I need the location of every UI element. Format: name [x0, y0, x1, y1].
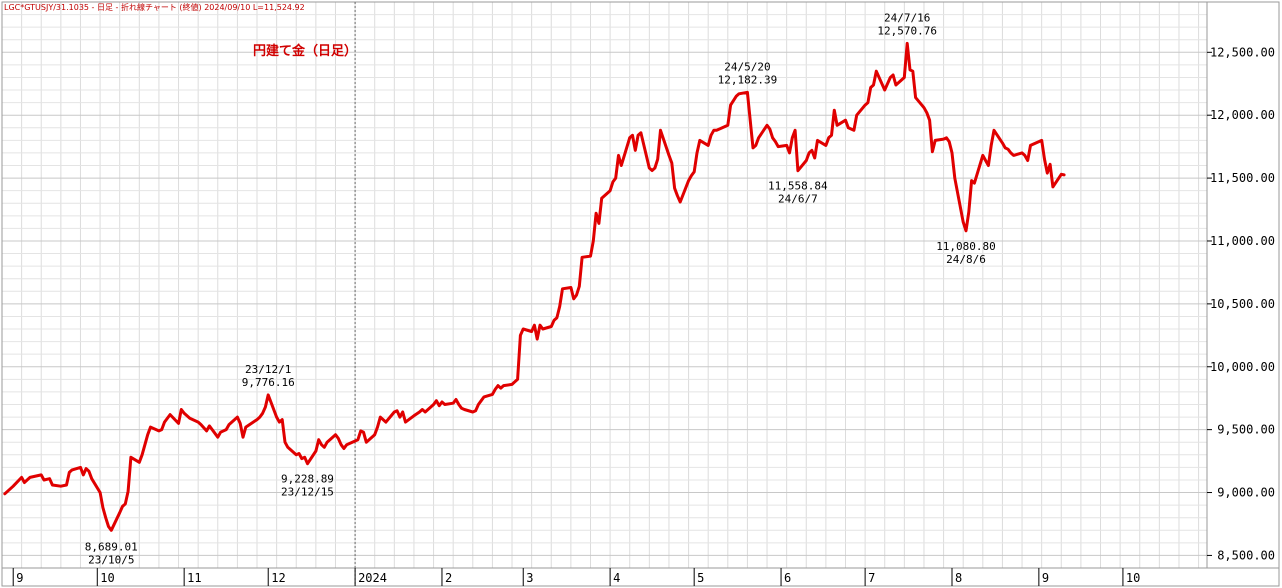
annotation-line-2: 24/6/7	[778, 193, 818, 206]
x-tick-label: 11	[187, 571, 201, 585]
x-tick-label: 12	[271, 571, 285, 585]
x-tick-label: 4	[613, 571, 620, 585]
annotation-line-1: 11,558.84	[768, 180, 828, 193]
y-tick-label: 10,000.00	[1210, 360, 1275, 374]
y-tick-label: 12,500.00	[1210, 45, 1275, 59]
chart-header: LGC*GTUSJY/31.1035 - 日足 - 折れ線チャート (終値) 2…	[4, 2, 305, 12]
annotation-line-1: 24/5/20	[724, 60, 770, 73]
annotation-line-1: 11,080.80	[936, 240, 996, 253]
x-tick-label: 9	[16, 571, 23, 585]
x-axis-ticks: 9 10 11 12 2024 2 3 4 5 6 7 8 9 10	[12, 568, 1140, 586]
series-line	[3, 41, 1066, 532]
y-tick-label: 9,000.00	[1217, 486, 1275, 500]
y-tick-label: 11,000.00	[1210, 234, 1275, 248]
x-tick-label: 6	[784, 571, 791, 585]
chart-title: 円建て金（日足）	[253, 43, 357, 59]
x-axis-panel	[1, 567, 1280, 587]
x-tick-label: 5	[697, 571, 704, 585]
annotation-line-2: 23/12/15	[281, 486, 334, 499]
annotation-line-1: 24/7/16	[884, 11, 930, 24]
y-tick-label: 11,500.00	[1210, 171, 1275, 185]
annotation-line-1: 23/12/1	[245, 363, 291, 376]
y-tick-label: 9,500.00	[1217, 423, 1275, 437]
y-tick-label: 8,500.00	[1217, 548, 1275, 562]
y-tick-label: 12,000.00	[1210, 108, 1275, 122]
y-axis-ticks: 8,500.00 9,000.00 9,500.00 10,000.00 10,500.…	[1207, 45, 1275, 562]
x-tick-label: 2024	[358, 571, 387, 585]
annotation-line-1: 9,228.89	[281, 473, 334, 486]
y-axis-panel	[1206, 1, 1280, 569]
plot-area-border	[1, 1, 1208, 569]
x-tick-label: 7	[868, 571, 875, 585]
x-tick-label: 10	[100, 571, 114, 585]
annotation-line-1: 8,689.01	[85, 541, 138, 554]
annotation-line-2: 9,776.16	[242, 376, 295, 389]
y-tick-label: 10,500.00	[1210, 297, 1275, 311]
x-tick-label: 9	[1042, 571, 1049, 585]
annotation-line-2: 12,182.39	[718, 73, 778, 86]
annotation-line-2: 24/8/6	[946, 253, 986, 266]
x-tick-label: 10	[1126, 571, 1140, 585]
grid	[2, 1, 1207, 569]
x-tick-label: 2	[445, 571, 452, 585]
x-tick-label: 3	[526, 571, 533, 585]
annotation-line-2: 12,570.76	[877, 24, 937, 37]
x-tick-label: 8	[955, 571, 962, 585]
annotation-line-2: 23/10/5	[88, 554, 134, 567]
